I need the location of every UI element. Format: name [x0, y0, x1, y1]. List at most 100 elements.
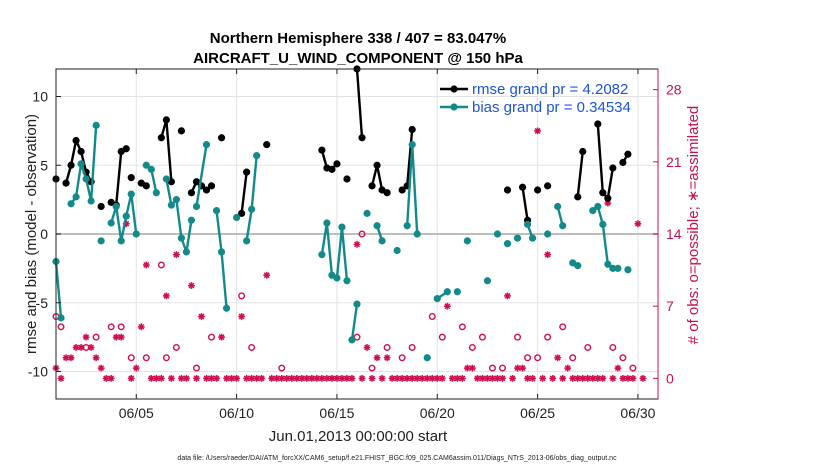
obs-assimilated-marker — [348, 374, 356, 382]
bias-point — [589, 207, 597, 215]
y-right-tick-label: 7 — [666, 298, 674, 314]
bias-point — [117, 237, 125, 245]
bias-point — [594, 202, 602, 211]
obs-possible-marker — [498, 364, 506, 372]
axes: 06/05 06/10 06/15 06/20 06/25 06/30 -10 -5 0 5 10 0… — [28, 69, 682, 421]
rmse-line-segment — [521, 187, 529, 221]
bias-point — [614, 264, 622, 272]
obs-assimilated-marker — [634, 220, 642, 228]
obs-assimilated-marker — [157, 374, 165, 382]
obs-assimilated-marker — [619, 374, 627, 382]
x-tick-label: 06/20 — [420, 405, 455, 421]
obs-possible-marker — [248, 343, 256, 351]
obs-assimilated-marker — [117, 333, 125, 341]
obs-assimilated-marker — [333, 374, 341, 382]
rmse-point — [373, 161, 381, 169]
bias-line-segment — [195, 144, 208, 207]
obs-assimilated-marker — [263, 271, 271, 279]
bias-point — [182, 248, 191, 256]
obs-assimilated-marker — [112, 333, 120, 341]
obs-assimilated-marker — [178, 374, 185, 382]
obs-assimilated-marker — [388, 374, 396, 382]
obs-assimilated-marker — [519, 364, 526, 372]
bias-point — [624, 266, 632, 274]
bias-point — [72, 193, 80, 201]
rmse-point — [77, 147, 85, 156]
obs-possible-marker — [524, 354, 532, 362]
rmse-line-segment — [596, 123, 615, 200]
obs-assimilated-marker — [82, 333, 90, 341]
obs-assimilated-marker — [198, 313, 205, 320]
obs-assimilated-marker — [303, 374, 311, 382]
bias-point — [217, 248, 226, 256]
obs-assimilated-marker — [248, 374, 256, 382]
bias-point — [212, 207, 221, 215]
bias-point — [92, 121, 100, 129]
obs-assimilated-marker — [228, 374, 235, 382]
x-tick-label: 06/15 — [319, 405, 354, 421]
obs-possible-marker — [609, 343, 617, 351]
obs-assimilated-marker — [358, 374, 366, 382]
obs-assimilated-marker — [147, 374, 155, 382]
rmse-point — [162, 116, 170, 124]
obs-assimilated-marker — [549, 374, 557, 382]
obs-assimilated-marker — [223, 374, 230, 382]
rmse-point — [177, 127, 186, 135]
bias-point — [112, 202, 120, 211]
obs-assimilated-marker — [373, 354, 381, 362]
y-tick-label: 0 — [40, 226, 48, 242]
obs-assimilated-marker — [137, 323, 145, 331]
rmse-point — [187, 189, 196, 197]
obs-possible-marker — [398, 354, 406, 362]
bias-point — [554, 202, 562, 211]
obs-count-markers — [52, 127, 647, 382]
bias-point — [97, 237, 105, 245]
rmse-point — [594, 120, 602, 128]
obs-assimilated-marker — [534, 127, 541, 135]
obs-assimilated-marker — [193, 374, 200, 382]
legend-rmse-marker — [450, 85, 458, 93]
obs-assimilated-marker — [238, 313, 246, 320]
y-tick-label: 5 — [40, 157, 48, 173]
bias-point — [127, 190, 135, 198]
bias-point — [574, 262, 582, 270]
bias-point — [162, 175, 170, 183]
rmse-point — [328, 165, 336, 173]
x-tick-label: 06/30 — [620, 405, 655, 421]
obs-assimilated-marker — [569, 374, 577, 382]
obs-assimilated-marker — [484, 374, 491, 382]
bias-point — [222, 304, 231, 312]
rmse-point — [358, 134, 366, 142]
obs-assimilated-marker — [102, 374, 110, 382]
bias-point — [483, 277, 492, 285]
obs-assimilated-marker — [398, 374, 406, 382]
obs-assimilated-marker — [559, 374, 567, 382]
bias-point — [67, 200, 75, 208]
obs-assimilated-marker — [77, 344, 85, 351]
obs-assimilated-marker — [368, 374, 376, 382]
obs-assimilated-marker — [418, 374, 426, 382]
obs-assimilated-marker — [438, 374, 446, 382]
obs-assimilated-marker — [353, 240, 361, 248]
obs-assimilated-marker — [428, 374, 436, 382]
rmse-point — [207, 182, 216, 190]
obs-possible-marker — [458, 323, 466, 331]
y-tick-label: -10 — [28, 364, 48, 380]
obs-possible-marker — [162, 354, 170, 362]
obs-possible-marker — [468, 343, 476, 351]
obs-possible-marker — [358, 230, 366, 238]
bias-point — [609, 264, 617, 272]
rmse-point — [343, 175, 351, 183]
obs-possible-marker — [559, 323, 567, 331]
bias-point — [348, 336, 356, 344]
obs-assimilated-marker — [489, 374, 496, 382]
obs-assimilated-marker — [57, 374, 65, 382]
obs-assimilated-marker — [614, 364, 622, 372]
obs-assimilated-marker — [403, 374, 411, 382]
obs-assimilated-marker — [639, 374, 647, 382]
obs-assimilated-marker — [453, 374, 461, 382]
obs-assimilated-marker — [258, 374, 266, 382]
rmse-point — [67, 161, 75, 169]
chart-title-line1: Northern Hemisphere 338 / 407 = 83.047% — [210, 30, 506, 47]
